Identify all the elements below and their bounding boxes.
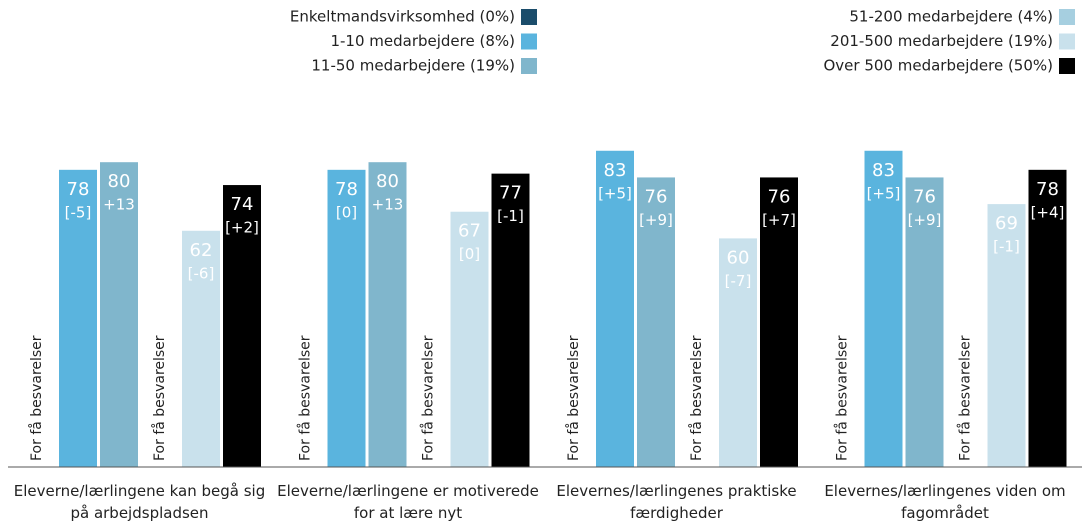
change-label: [+4] xyxy=(1031,203,1065,221)
change-label: [+9] xyxy=(639,211,673,229)
change-label: [+5] xyxy=(867,184,901,202)
category-label: Eleverne/lærlingene kan begå sig på arbe… xyxy=(13,482,266,522)
category-label: Elevernes/lærlingenes praktiske færdighe… xyxy=(556,482,797,522)
legend-label: Enkeltmandsvirksomhed (0%) xyxy=(290,8,515,26)
change-label: [+2] xyxy=(225,219,259,237)
bar xyxy=(905,177,944,467)
legend-label: 11-50 medarbejdere (19%) xyxy=(311,57,515,75)
change-label: [-1] xyxy=(497,207,524,225)
legend-swatch xyxy=(1059,58,1075,74)
value-label: 78 xyxy=(67,179,90,200)
note-label: For få besvarelser xyxy=(151,335,168,461)
value-label: 83 xyxy=(872,160,895,181)
change-label: +13 xyxy=(372,196,404,214)
value-label: 80 xyxy=(108,171,131,192)
bar xyxy=(637,177,675,467)
value-label: 78 xyxy=(335,179,358,200)
legend-label: Over 500 medarbejdere (50%) xyxy=(823,57,1053,75)
change-label: [+5] xyxy=(598,184,632,202)
legend-label: 51-200 medarbejdere (4%) xyxy=(849,8,1053,26)
change-label: [-6] xyxy=(188,264,215,282)
note-label: For få besvarelser xyxy=(297,335,314,461)
bar xyxy=(864,150,903,467)
value-label: 74 xyxy=(231,194,254,215)
legend-label: 201-500 medarbejdere (19%) xyxy=(830,32,1053,50)
note-label: For få besvarelser xyxy=(565,335,582,461)
bar xyxy=(760,177,798,467)
legend-label: 1-10 medarbejdere (8%) xyxy=(330,32,515,50)
category-label: Elevernes/lærlingenes viden om fagområde… xyxy=(824,482,1066,522)
bar xyxy=(596,150,634,467)
value-label: 78 xyxy=(1036,179,1059,200)
value-label: 76 xyxy=(768,186,791,207)
legend-swatch xyxy=(521,33,537,50)
legend-swatch xyxy=(1059,9,1075,25)
value-label: 76 xyxy=(645,186,668,207)
change-label: [-7] xyxy=(725,272,752,290)
value-label: 77 xyxy=(499,183,522,204)
note-label: For få besvarelser xyxy=(957,335,974,461)
change-label: +13 xyxy=(103,196,135,214)
change-label: [-5] xyxy=(65,203,92,221)
bar xyxy=(987,204,1026,468)
bar xyxy=(327,169,366,467)
change-label: [0] xyxy=(336,203,357,221)
note-label: For få besvarelser xyxy=(420,335,437,461)
note-label: For få besvarelser xyxy=(834,335,851,461)
change-label: [-1] xyxy=(993,238,1020,256)
change-label: [0] xyxy=(459,245,480,263)
bar xyxy=(719,238,757,467)
value-label: 60 xyxy=(727,247,750,268)
bar xyxy=(100,162,138,467)
value-label: 69 xyxy=(995,213,1018,234)
change-label: [+9] xyxy=(908,211,942,229)
legend-swatch xyxy=(521,58,537,74)
note-label: For få besvarelser xyxy=(688,335,705,461)
bar xyxy=(450,211,489,467)
legend-swatch xyxy=(1059,33,1075,50)
change-label: [+7] xyxy=(762,211,796,229)
bar xyxy=(1028,169,1067,467)
bar xyxy=(223,185,261,467)
category-label: Eleverne/lærlingene er motiverede for at… xyxy=(277,482,539,522)
note-label: For få besvarelser xyxy=(28,335,45,461)
value-label: 80 xyxy=(376,171,399,192)
bar xyxy=(491,173,530,467)
value-label: 83 xyxy=(604,160,627,181)
value-label: 67 xyxy=(458,221,481,242)
bar xyxy=(182,230,220,467)
value-label: 62 xyxy=(190,240,213,261)
value-label: 76 xyxy=(913,186,936,207)
bar xyxy=(59,169,97,467)
legend-swatch xyxy=(521,9,537,25)
bar xyxy=(368,162,407,467)
